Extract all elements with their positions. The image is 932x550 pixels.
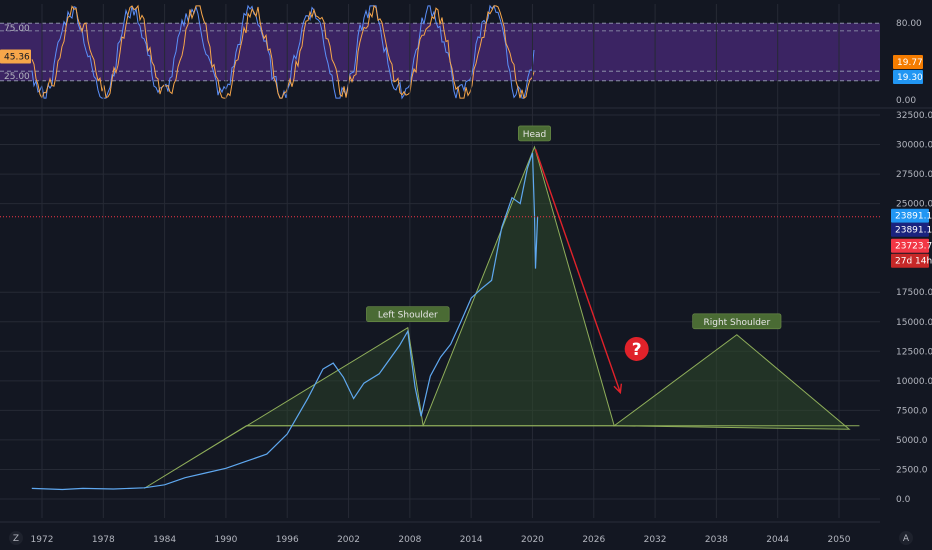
auto-scale-icon-label: A <box>903 534 910 544</box>
right-shoulder-label: Right Shoulder <box>704 318 771 328</box>
down-arrow <box>534 149 623 395</box>
price-tags: 23891.1 23891.1 23723.7 27d 14h <box>891 208 932 268</box>
price-series-line <box>31 152 539 491</box>
arrow-shaft <box>534 149 621 393</box>
oscillator-right-tick: 80.00 <box>896 19 922 29</box>
target-price-tag: 23723.7 <box>895 242 932 252</box>
price-tick-label: 30000.0 <box>896 141 932 151</box>
oscillator-current-right-tag <box>893 70 923 84</box>
price-grid <box>0 4 880 518</box>
oscillator-current-left-tag <box>0 49 31 64</box>
oscillator-fast-line <box>31 4 535 100</box>
left-shoulder-label: Left Shoulder <box>378 311 438 321</box>
price-tick-label: 27500.0 <box>896 170 932 180</box>
price-tick-label: 7500.0 <box>896 406 928 416</box>
time-tick-label: 2050 <box>828 535 851 545</box>
question-mark-circle <box>624 336 649 361</box>
right-shoulder-label-bg <box>692 313 782 330</box>
time-tick-label: 1984 <box>153 535 176 545</box>
price-tick-label: 25000.0 <box>896 200 932 210</box>
arrow-head <box>613 383 623 395</box>
oscillator-band <box>0 23 880 81</box>
time-tick-label: 2002 <box>337 535 360 545</box>
oscillator-right-axis: 80.00 0.00 19.77 19.30 <box>893 19 923 106</box>
price-tick-label: 17500.0 <box>896 288 932 298</box>
zoom-icon-label: Z <box>13 534 19 544</box>
prev-price-tag-bg <box>891 222 929 237</box>
price-tick-label: 12500.0 <box>896 347 932 357</box>
zoom-icon[interactable] <box>9 531 23 545</box>
time-tick-label: 2044 <box>766 535 789 545</box>
time-tick-label: 2026 <box>582 535 605 545</box>
price-tick-label: 5000.0 <box>896 436 928 446</box>
pattern-labels: Left Shoulder Head Right Shoulder <box>366 125 782 330</box>
last-price-tag-bg <box>891 208 929 223</box>
oscillator-left-axis: 75.00 25.00 45.36 <box>0 24 31 82</box>
head-label-bg <box>518 125 552 142</box>
oscillator-panel: 75.00 25.00 45.36 80.00 0.00 19.77 19.30 <box>0 4 923 106</box>
time-tick-label: 2020 <box>521 535 544 545</box>
time-tick-label: 1990 <box>214 535 237 545</box>
oscillator-right-tick: 0.00 <box>896 96 916 106</box>
time-tick-label: 2032 <box>644 535 667 545</box>
head-label: Head <box>523 130 547 140</box>
target-price-tag-bg <box>891 238 929 253</box>
price-panel: ? Left Shoulder Head Right Shoulder 32500.… <box>0 4 932 518</box>
time-tick-label: 1978 <box>92 535 115 545</box>
question-mark-icon: ? <box>624 336 649 361</box>
oscillator-current-right-value: 19.77 <box>897 58 923 68</box>
oscillator-current-right-tag <box>893 55 923 69</box>
oscillator-left-tick: 75.00 <box>4 24 30 34</box>
time-tick-label: 2014 <box>460 535 483 545</box>
time-tick-label: 1972 <box>31 535 54 545</box>
left-shoulder-label-bg <box>366 306 450 322</box>
countdown-tag-bg <box>891 253 929 268</box>
right-shoulder-shape <box>612 334 851 430</box>
head-and-shoulders-pattern <box>143 145 860 489</box>
price-tick-label: 32500.0 <box>896 111 932 121</box>
prev-price-tag: 23891.1 <box>895 226 932 236</box>
price-tick-label: 15000.0 <box>896 318 932 328</box>
time-tick-label: 2038 <box>705 535 728 545</box>
auto-scale-icon[interactable] <box>899 531 913 545</box>
oscillator-left-tick: 25.00 <box>4 72 30 82</box>
price-tick-label: 0.0 <box>896 495 911 505</box>
time-tick-label: 1996 <box>276 535 299 545</box>
last-price-tag: 23891.1 <box>895 212 932 222</box>
price-axis: 32500.0 30000.0 27500.0 25000.0 17500.0 15000… <box>896 111 932 505</box>
price-tick-label: 10000.0 <box>896 377 932 387</box>
countdown-tag: 27d 14h <box>895 257 932 267</box>
oscillator-current-right-value: 19.30 <box>897 73 923 83</box>
question-mark-text: ? <box>632 340 642 360</box>
price-tick-label: 2500.0 <box>896 465 928 475</box>
oscillator-current-left-value: 45.36 <box>4 52 30 62</box>
time-tick-label: 2008 <box>398 535 421 545</box>
time-axis[interactable]: 1972 1978 1984 1990 1996 2002 2008 2014 2020 2026… <box>31 535 851 545</box>
head-shape <box>422 145 615 427</box>
